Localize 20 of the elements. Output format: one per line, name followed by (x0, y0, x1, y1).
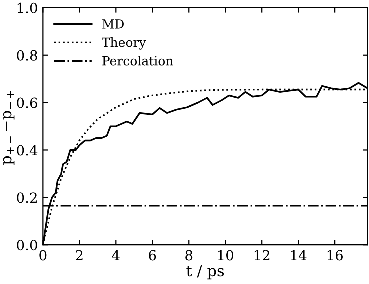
x-tick-label: 2 (76, 250, 83, 261)
x-tick-label: 6 (149, 250, 156, 261)
x-tick-label: 14 (291, 250, 307, 261)
y-tick-label: 0.6 (17, 98, 38, 108)
legend-label: Theory (102, 38, 146, 50)
x-tick-label: 4 (112, 250, 120, 261)
y-tick-label: 1.0 (18, 2, 38, 14)
x-tick-label: 8 (186, 250, 193, 261)
x-tick-label: 12 (254, 250, 270, 261)
y-tick-label: 0.4 (17, 145, 38, 156)
x-axis-title: t / ps (186, 265, 224, 280)
legend-label: Percolation (102, 56, 174, 66)
y-tick-label: 0.0 (17, 240, 38, 251)
legend-label: MD (102, 20, 124, 29)
y-tick-label: 0.2 (17, 192, 37, 204)
x-tick-label: 16 (328, 250, 344, 261)
y-axis-title: p$_{+−}$−p$_{−+}$ (3, 91, 15, 165)
y-tick-label: 0.8 (17, 50, 38, 61)
x-tick-label: 10 (218, 250, 234, 261)
x-tick-label: 0 (40, 250, 47, 261)
